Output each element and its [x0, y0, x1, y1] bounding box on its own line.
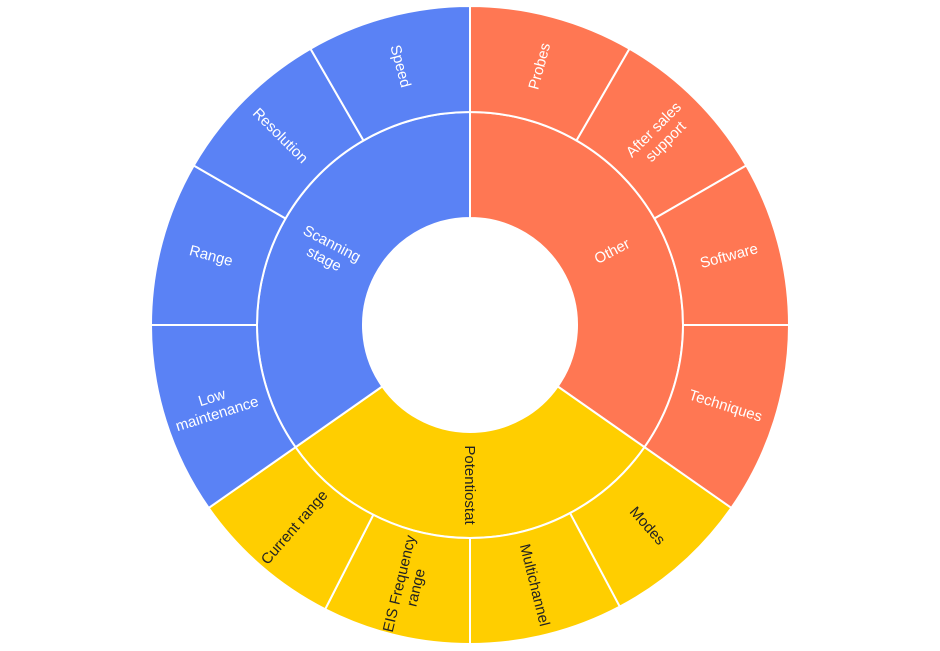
outer-ring [149, 4, 791, 646]
inner-ring [256, 110, 684, 539]
inner-label-potentiostat: Potentiostat [461, 445, 478, 525]
outer-segment-speed[interactable] [309, 4, 471, 142]
